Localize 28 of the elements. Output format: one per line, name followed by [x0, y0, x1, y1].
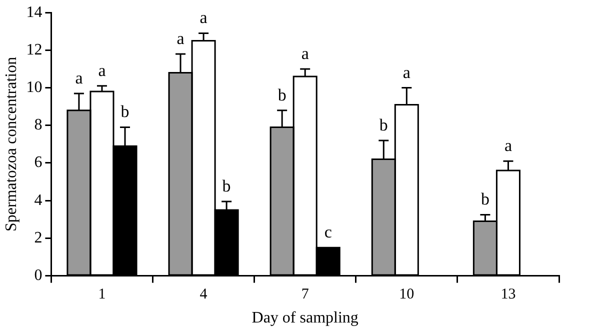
data-label: b	[222, 176, 231, 196]
data-label: b	[278, 85, 286, 104]
data-label: a	[98, 60, 106, 80]
y-tick-label: 10	[26, 79, 42, 96]
y-tick-label: 0	[34, 267, 42, 284]
data-label: b	[379, 115, 388, 134]
data-label: b	[120, 102, 130, 122]
y-tick-label: 12	[26, 41, 42, 58]
x-tick-label: 7	[301, 286, 310, 303]
y-tick-label: 14	[26, 4, 42, 21]
x-tick-label: 10	[399, 286, 414, 303]
x-axis-title: Day of sampling	[252, 310, 358, 327]
data-label: a	[75, 68, 84, 88]
data-label: a	[200, 8, 208, 28]
x-tick-label: 1	[98, 286, 106, 303]
y-tick-label: 4	[34, 192, 42, 209]
data-label: a	[504, 136, 512, 156]
data-label: a	[402, 62, 411, 82]
y-tick-label: 6	[34, 154, 42, 172]
data-label: a	[176, 28, 185, 48]
y-tick-label: 2	[34, 229, 42, 246]
x-tick-label: 13	[500, 286, 516, 303]
data-label: a	[301, 44, 310, 63]
data-label: b	[480, 190, 490, 209]
y-axis-title: Spermatozoa concentration	[2, 56, 20, 232]
x-tick-label: 4	[200, 286, 208, 303]
y-tick-label: 8	[34, 116, 42, 134]
data-label: c	[324, 222, 332, 242]
